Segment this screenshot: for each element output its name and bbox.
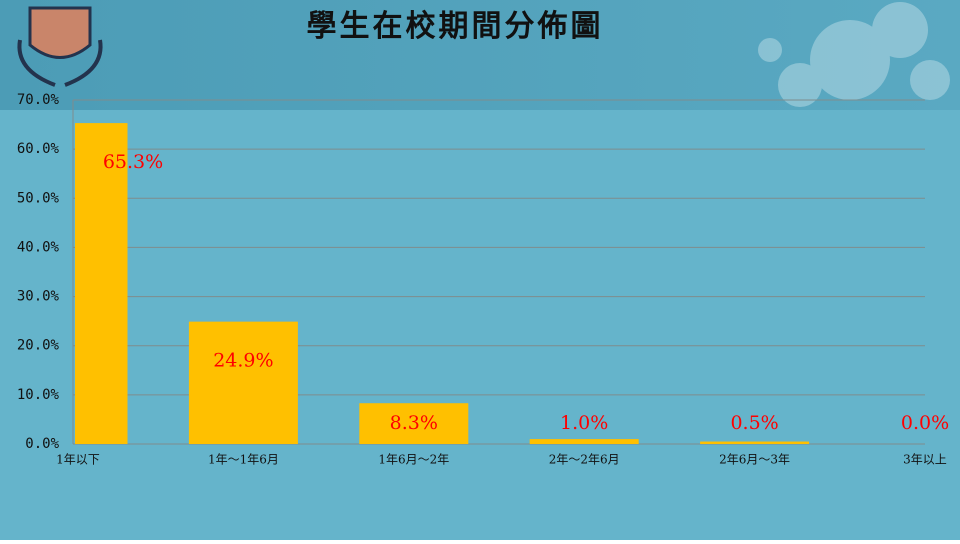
value-label: 0.5%	[730, 412, 778, 434]
bar	[188, 321, 298, 444]
x-tick-label: 1年6月～2年	[378, 453, 449, 467]
bar	[529, 439, 639, 444]
y-tick-label: 0.0%	[25, 436, 59, 452]
x-tick-label: 2年～2年6月	[549, 453, 620, 467]
bar	[75, 123, 128, 445]
value-label: 65.3%	[103, 151, 163, 173]
x-tick-label: 1年～1年6月	[208, 453, 279, 467]
x-tick-label: 2年6月～3年	[719, 453, 790, 467]
y-tick-label: 10.0%	[17, 387, 60, 403]
y-tick-label: 30.0%	[17, 289, 60, 305]
y-tick-label: 20.0%	[17, 338, 60, 354]
bar	[359, 403, 469, 444]
x-tick-label: 1年以下	[56, 453, 100, 467]
x-tick-label: 3年以上	[903, 453, 947, 467]
y-tick-label: 70.0%	[17, 92, 60, 108]
value-label: 8.3%	[390, 412, 438, 434]
value-label: 24.9%	[213, 350, 273, 372]
value-label: 0.0%	[901, 412, 949, 434]
y-tick-label: 40.0%	[17, 239, 60, 255]
y-tick-label: 60.0%	[17, 141, 60, 157]
y-tick-label: 50.0%	[17, 190, 60, 206]
bar	[700, 441, 810, 444]
chart-title: 學生在校期間分佈圖	[307, 9, 604, 44]
logo	[17, 6, 103, 87]
header-band	[0, 0, 960, 110]
decoration	[758, 2, 950, 107]
bars	[75, 123, 810, 445]
value-label: 1.0%	[560, 412, 608, 434]
